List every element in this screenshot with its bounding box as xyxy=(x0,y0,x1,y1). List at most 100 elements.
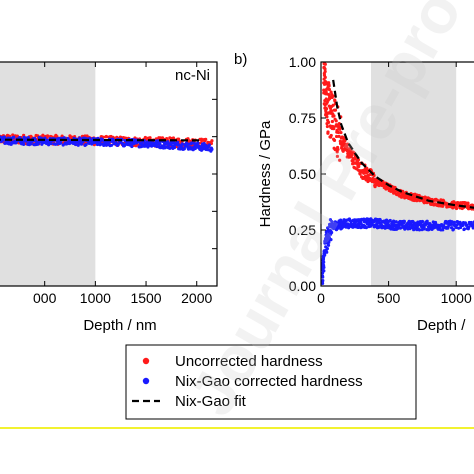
data-point xyxy=(330,230,334,235)
data-point xyxy=(77,140,81,144)
x-tick-label: 1500 xyxy=(130,290,161,306)
data-point xyxy=(22,142,26,146)
data-point xyxy=(332,126,336,131)
data-point xyxy=(323,62,327,66)
legend: Uncorrected hardness Nix-Gao corrected ha… xyxy=(125,344,417,420)
data-point xyxy=(349,153,354,157)
data-point xyxy=(156,139,160,143)
x-tick-label: 500 xyxy=(377,290,401,306)
data-point xyxy=(12,135,16,139)
panel-label: b) xyxy=(234,51,247,68)
data-point xyxy=(112,138,116,142)
data-point xyxy=(84,142,88,147)
y-tick-label: 0.25 xyxy=(289,222,316,238)
legend-label: Nix-Gao corrected hardness xyxy=(175,373,363,390)
series-corrected xyxy=(321,217,474,286)
data-point xyxy=(333,108,338,112)
data-point xyxy=(388,218,392,223)
data-point xyxy=(322,260,326,264)
y-tick-label: 1.00 xyxy=(289,54,316,70)
data-point xyxy=(330,219,334,224)
x-tick-label: 0 xyxy=(317,290,325,306)
data-point xyxy=(335,150,339,154)
data-point xyxy=(326,130,330,134)
data-point xyxy=(148,136,152,140)
data-point xyxy=(356,158,361,162)
data-point xyxy=(321,278,325,283)
data-point xyxy=(335,154,339,158)
data-point xyxy=(335,134,339,139)
data-point xyxy=(130,144,134,149)
data-point xyxy=(333,99,337,103)
data-point xyxy=(451,227,456,231)
data-point xyxy=(362,171,366,175)
x-tick-label: 1000 xyxy=(441,290,472,306)
data-point xyxy=(58,141,63,145)
plot-area xyxy=(321,48,474,286)
data-point xyxy=(168,146,172,150)
data-point xyxy=(338,126,342,130)
data-point xyxy=(321,281,325,286)
data-point xyxy=(452,220,456,224)
x-axis-label: Depth / xyxy=(417,317,466,334)
data-point xyxy=(187,139,192,143)
data-point xyxy=(458,220,462,224)
data-point xyxy=(359,222,363,226)
corner-label: nc-Ni xyxy=(175,67,210,84)
data-point xyxy=(326,243,331,247)
legend-label: Nix-Gao fit xyxy=(175,393,247,410)
data-point xyxy=(330,119,334,124)
data-point xyxy=(116,142,120,147)
data-point xyxy=(331,94,335,98)
data-point xyxy=(207,143,211,147)
data-point xyxy=(210,139,214,143)
x-tick-label: 000 xyxy=(33,290,57,306)
legend-marker-corrected xyxy=(142,377,150,385)
data-point xyxy=(334,119,338,123)
shaded-region xyxy=(0,62,96,286)
data-point xyxy=(176,140,180,144)
data-point xyxy=(466,201,470,205)
data-point xyxy=(196,141,200,145)
data-point xyxy=(321,275,325,279)
data-point xyxy=(210,147,214,151)
data-point xyxy=(329,90,333,94)
data-point xyxy=(329,238,333,242)
data-point xyxy=(109,143,114,147)
data-point xyxy=(322,56,325,59)
data-point xyxy=(323,75,327,79)
fit-line xyxy=(332,79,474,209)
data-point xyxy=(204,137,208,141)
data-point xyxy=(322,55,325,58)
data-point xyxy=(417,228,422,232)
data-point xyxy=(338,158,342,162)
data-point xyxy=(323,67,327,71)
data-point xyxy=(441,228,445,232)
data-point xyxy=(402,219,406,223)
panel-b: 0 500 1000 Depth / 0.00 0.25 0.50 0.75 1.00 Hardn… xyxy=(234,48,474,334)
data-point xyxy=(322,48,325,51)
data-point xyxy=(422,226,426,230)
data-point xyxy=(454,206,459,211)
data-point xyxy=(87,141,91,145)
data-point xyxy=(322,269,326,273)
data-point xyxy=(441,204,445,208)
data-point xyxy=(158,142,162,146)
data-point xyxy=(322,48,325,51)
data-point xyxy=(331,103,335,107)
legend-marker-uncorrected xyxy=(142,357,150,365)
data-point xyxy=(336,147,340,152)
data-point xyxy=(325,246,329,251)
y-tick-label: 0.75 xyxy=(289,110,316,126)
data-point xyxy=(327,240,331,245)
data-point xyxy=(373,185,377,189)
data-point xyxy=(343,139,347,143)
x-tick-label: 1000 xyxy=(80,290,111,306)
data-point xyxy=(172,145,177,150)
x-axis-label: Depth / nm xyxy=(83,317,156,334)
data-point xyxy=(467,225,471,229)
data-point xyxy=(327,84,331,88)
data-point xyxy=(337,122,341,126)
data-point xyxy=(332,138,337,142)
